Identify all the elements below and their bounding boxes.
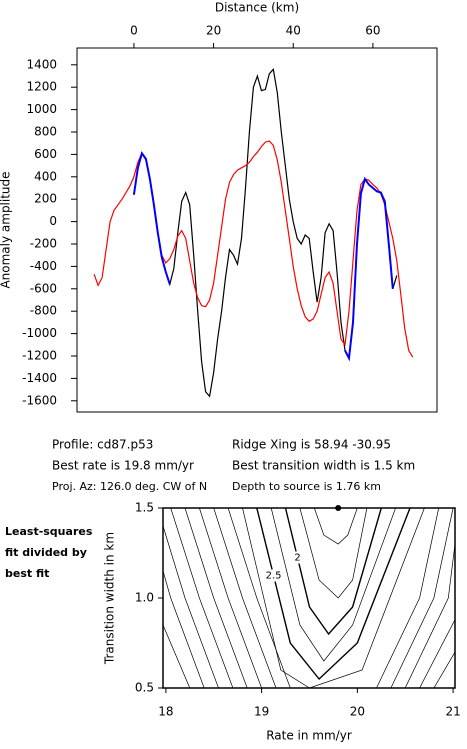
y-tick-label: 1200: [26, 80, 57, 94]
x-tick-label: 19: [254, 705, 269, 719]
y-tick-label: 1.0: [135, 591, 154, 605]
contour-line: [163, 525, 219, 688]
y-tick-label: -800: [30, 304, 57, 318]
y-tick-label: -1200: [22, 349, 57, 363]
contour-line: [256, 508, 411, 681]
contour-line: [199, 508, 262, 688]
y-tick-label: 0: [49, 214, 57, 228]
x-axis-title: Distance (km): [215, 1, 299, 15]
x-tick-label: 20: [206, 24, 221, 38]
series-line: [132, 151, 394, 362]
x-tick-label: 21: [445, 705, 460, 719]
x-tick-label: 60: [365, 24, 380, 38]
contour-line: [270, 508, 396, 662]
y-tick-label: -1400: [22, 371, 57, 385]
y-tick-label: 1.5: [135, 501, 154, 515]
contour-line: [404, 543, 455, 688]
y-tick-label: -1000: [22, 326, 57, 340]
contour-line: [184, 508, 248, 688]
contour-line: [213, 508, 277, 688]
contour-label: 2.5: [266, 571, 282, 582]
y-tick-label: -400: [30, 259, 57, 273]
note: Least-squares: [5, 525, 93, 538]
best-fit-point: [335, 505, 342, 511]
label-bg: [288, 551, 307, 564]
contour-line: [170, 508, 234, 688]
y-tick-label: 800: [34, 125, 57, 139]
contour-line: [242, 508, 425, 688]
contour-line: [163, 624, 191, 688]
annotation: Ridge Xing is 58.94 -30.95: [232, 438, 391, 452]
y-tick-label: -600: [30, 281, 57, 295]
contour-line: [433, 651, 455, 688]
y-tick-label: 1400: [26, 57, 57, 71]
x-tick-label: 0: [130, 24, 138, 38]
note: best fit: [5, 567, 49, 580]
contour-line: [163, 570, 205, 688]
contours: [163, 508, 455, 688]
y-tick-label: 600: [34, 147, 57, 161]
y-tick-label: 200: [34, 192, 57, 206]
contour-line: [299, 508, 368, 599]
y-tick-label: -200: [30, 237, 57, 251]
contour-line: [313, 508, 358, 545]
x-tick-label: 40: [286, 24, 301, 38]
x-tick-label: 20: [350, 705, 365, 719]
annotation: Depth to source is 1.76 km: [232, 480, 381, 493]
annotation: Profile: cd87.p53: [52, 438, 153, 452]
plot-frame: [162, 507, 456, 689]
series-line: [93, 140, 414, 358]
plot-frame: [76, 47, 438, 413]
annotation: Proj. Az: 126.0 deg. CW of N: [52, 480, 207, 493]
contour-line: [227, 508, 291, 688]
note: fit divided by: [5, 546, 87, 559]
y-tick-label: 1000: [26, 102, 57, 116]
contour-line: [390, 508, 454, 688]
y-axis-title: Anomaly amplitude: [0, 171, 13, 288]
label-bg: [264, 569, 283, 582]
x-axis-title: Rate in mm/yr: [266, 729, 352, 743]
y-tick-label: -1600: [22, 393, 57, 407]
contour-line: [419, 619, 455, 688]
contour-label: 2: [294, 553, 300, 564]
y-tick-label: 400: [34, 169, 57, 183]
annotation: Best transition width is 1.5 km: [232, 459, 415, 473]
y-tick-label: 0.5: [135, 681, 154, 695]
x-tick-label: 18: [158, 705, 173, 719]
contour-line: [376, 508, 440, 688]
annotation: Best rate is 19.8 mm/yr: [52, 459, 194, 473]
contour-line: [284, 508, 382, 636]
y-axis-title: Transition width in km: [103, 532, 117, 665]
